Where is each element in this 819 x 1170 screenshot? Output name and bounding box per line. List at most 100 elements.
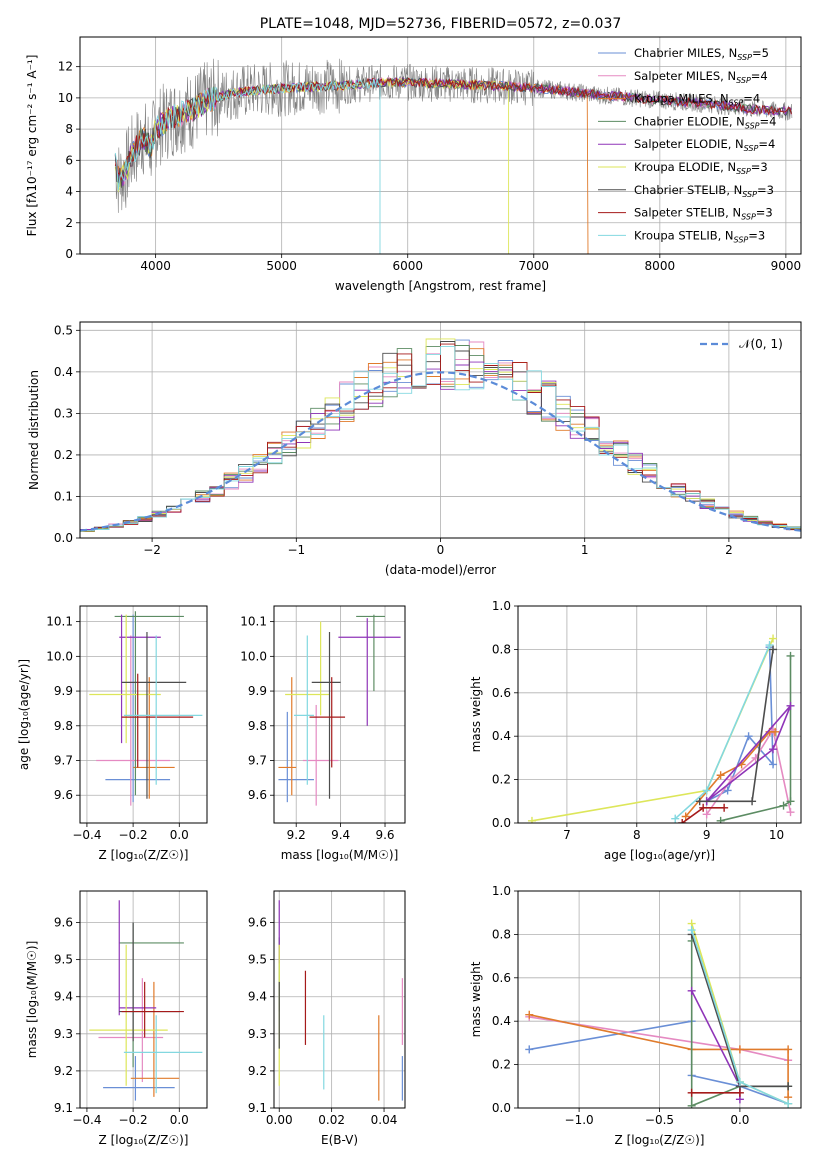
legend-suffix: =5 <box>752 46 769 60</box>
axes-frame <box>273 605 406 824</box>
x-tick-label: 9.4 <box>331 828 350 842</box>
weight-marker <box>723 786 732 795</box>
x-axis-label: mass [log₁₀(M/M☉)] <box>281 848 399 862</box>
axes-frame <box>273 890 406 1109</box>
y-tick-label: 0.4 <box>492 729 511 743</box>
weight-marker <box>769 645 778 654</box>
weight-marker <box>699 803 708 812</box>
legend-entry: Kroupa MILES, NSSP=4 <box>634 92 760 108</box>
legend-entry: Chabrier STELIB, NSSP=3 <box>634 183 774 199</box>
y-axis-label: mass [log₁₀(M/M☉)] <box>25 941 39 1059</box>
x-tick-label: 10 <box>769 828 784 842</box>
x-tick-label: −2 <box>143 543 161 557</box>
x-tick-label: 8000 <box>645 259 676 273</box>
weight-marker <box>525 1045 534 1054</box>
axes-frame <box>517 890 802 1109</box>
y-tick-label: 9.2 <box>248 1064 267 1078</box>
x-axis-label: Z [log₁₀(Z/Z☉)] <box>615 1133 705 1147</box>
weight-marker <box>735 1077 744 1086</box>
weight-line-salpeter-elodie <box>706 705 792 802</box>
y-tick-label: 0.5 <box>54 323 73 337</box>
y-tick-label: 9.5 <box>54 953 73 967</box>
y-axis-label: mass weight <box>469 676 483 752</box>
weight-marker <box>525 1010 534 1019</box>
x-tick-label: 9 <box>703 828 711 842</box>
weight-marker <box>687 926 696 935</box>
legend-subscript: SSP <box>741 213 756 222</box>
legend: Chabrier MILES, NSSP=5 Salpeter MILES, NS… <box>598 46 776 244</box>
legend-entry: Kroupa ELODIE, NSSP=3 <box>634 160 768 176</box>
legend-entry: Chabrier ELODIE, NSSP=4 <box>634 114 776 130</box>
x-axis-label: Z [log₁₀(Z/Z☉)] <box>99 1133 189 1147</box>
legend-suffix: =4 <box>760 114 777 128</box>
x-tick-label: 9.2 <box>287 828 306 842</box>
weight-marker <box>720 803 729 812</box>
weight-marker <box>769 745 778 754</box>
weight-marker <box>702 810 711 819</box>
weight-marker <box>735 1045 744 1054</box>
axes-mass_vs_ebv: 0.00 0.02 0.04 9.1 9.2 9.3 9.4 9.5 9.6 E(B-V) <box>248 890 406 1147</box>
histogram-salpeter-stelib <box>80 343 801 532</box>
weight-marker <box>681 812 690 821</box>
y-axis-label: Flux [fλ10⁻¹⁷ erg cm⁻² s⁻¹ A⁻¹] <box>25 55 39 237</box>
x-axis-label: age [log₁₀(age/yr)] <box>604 848 715 862</box>
y-tick-label: 0.2 <box>492 1058 511 1072</box>
y-tick-label: 4 <box>65 185 73 199</box>
legend-entry: Salpeter MILES, NSSP=4 <box>634 69 768 85</box>
x-axis-label: Z [log₁₀(Z/Z☉)] <box>99 848 189 862</box>
weight-marker <box>671 814 680 823</box>
weight-marker <box>687 1101 696 1108</box>
legend-entry: Kroupa STELIB, NSSP=3 <box>634 228 765 244</box>
y-tick-label: 9.4 <box>54 990 73 1004</box>
axes-residuals: −2 −1 0 1 2 0.0 0.1 0.2 0.3 0.4 0.5 (data-model)/er… <box>27 321 802 577</box>
y-tick-label: 9.8 <box>54 719 73 733</box>
x-tick-label: 0.00 <box>266 1113 293 1127</box>
weight-marker <box>784 1099 793 1108</box>
weight-marker <box>786 797 795 806</box>
y-tick-label: 12 <box>58 60 73 74</box>
y-tick-label: 0.6 <box>492 971 511 985</box>
y-tick-label: 9.3 <box>54 1027 73 1041</box>
y-axis-label: mass weight <box>469 961 483 1037</box>
legend-suffix: =4 <box>751 69 768 83</box>
x-tick-label: 5000 <box>266 259 297 273</box>
weight-marker <box>784 1045 793 1054</box>
weight-marker <box>678 819 687 823</box>
y-tick-label: 9.3 <box>248 1027 267 1041</box>
y-tick-label: 0 <box>65 247 73 261</box>
x-tick-label: 7000 <box>519 259 550 273</box>
legend-subscript: SSP <box>737 53 752 62</box>
axes-mass_vs_Z: −0.4 −0.2 0.0 9.1 9.2 9.3 9.4 9.5 9.6 Z [log₁₀(Z/… <box>25 890 208 1147</box>
x-tick-label: 4000 <box>140 259 171 273</box>
legend-suffix: =3 <box>748 228 765 242</box>
axes-frame <box>79 321 802 539</box>
x-tick-label: 8 <box>633 828 641 842</box>
y-tick-label: 0.0 <box>492 816 511 830</box>
weight-marker <box>769 760 778 769</box>
legend-subscript: SSP <box>744 144 759 153</box>
y-tick-label: 9.9 <box>54 684 73 698</box>
axes-age_vs_Z: −0.4 −0.2 0.0 9.6 9.7 9.8 9.9 10.0 10.1 Z [log₁₀(… <box>17 605 208 862</box>
weight-marker <box>769 634 778 643</box>
legend-suffix: =4 <box>758 137 775 151</box>
axes-frame <box>79 36 802 255</box>
y-tick-label: 0.8 <box>492 927 511 941</box>
y-tick-label: 1.0 <box>492 884 511 898</box>
weight-marker <box>687 1088 696 1097</box>
weight-marker <box>527 816 536 823</box>
weight-marker <box>735 1088 744 1097</box>
x-tick-label: 0.0 <box>170 1113 189 1127</box>
x-tick-label: 0.0 <box>170 828 189 842</box>
y-tick-label: 0.6 <box>492 686 511 700</box>
weight-marker <box>744 732 753 741</box>
weight-marker <box>765 641 774 650</box>
y-tick-label: 0.2 <box>492 773 511 787</box>
weight-marker <box>779 801 788 810</box>
y-tick-label: 8 <box>65 122 73 136</box>
y-tick-label: 9.4 <box>248 990 267 1004</box>
legend-entry: 𝒩(0, 1) <box>739 337 783 351</box>
y-tick-label: 0.1 <box>54 489 73 503</box>
weight-marker <box>687 986 696 995</box>
x-tick-label: 9000 <box>771 259 802 273</box>
